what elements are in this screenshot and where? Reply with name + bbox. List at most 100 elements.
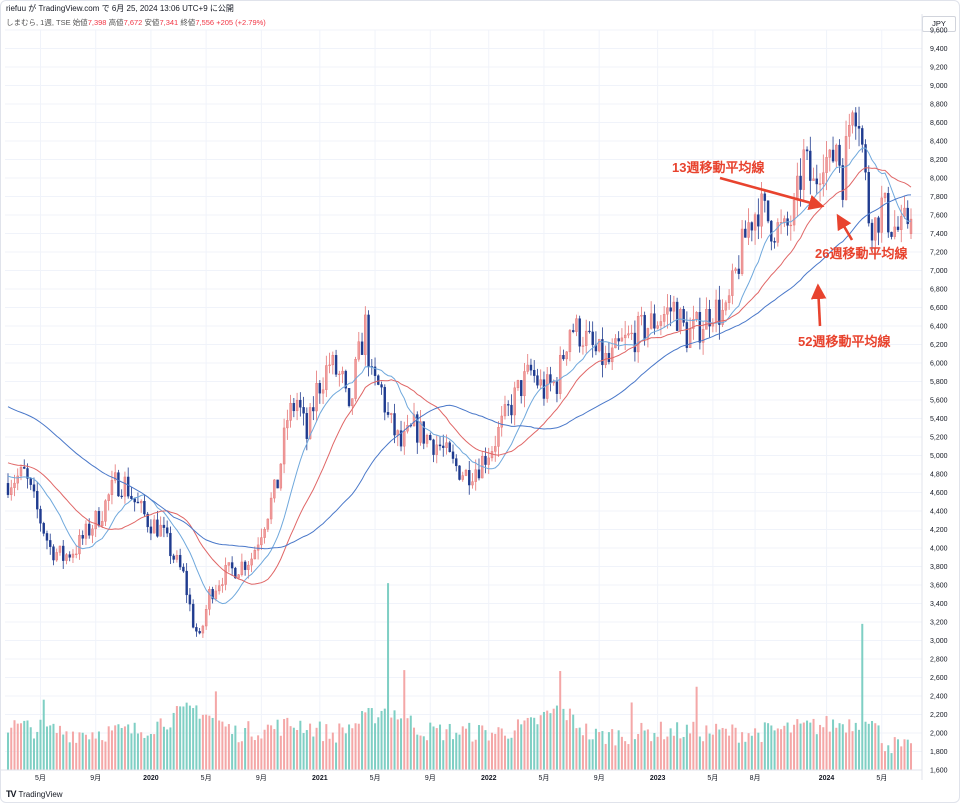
candle-body xyxy=(227,562,231,566)
candle-body xyxy=(825,157,828,173)
volume-bar xyxy=(156,721,159,770)
candle-body xyxy=(614,338,617,349)
candle-body xyxy=(893,226,896,237)
volume-bar xyxy=(822,727,825,770)
footer-brand[interactable]: TV TradingView xyxy=(6,789,63,799)
candle-body xyxy=(718,299,721,325)
volume-bar xyxy=(832,719,835,770)
candle-body xyxy=(727,295,731,303)
candle-body xyxy=(81,535,84,539)
volume-bar xyxy=(240,741,243,770)
candle-body xyxy=(520,380,523,397)
volume-bar xyxy=(507,738,510,770)
candle-body xyxy=(906,207,909,225)
volume-bar xyxy=(763,722,766,770)
volume-bar xyxy=(906,739,909,770)
candle-body xyxy=(848,125,851,137)
volume-bar xyxy=(520,724,523,770)
candle-body xyxy=(591,331,594,346)
candle-body xyxy=(399,430,403,447)
candle-body xyxy=(770,220,773,242)
volume-bar xyxy=(692,721,695,770)
volume-bar xyxy=(546,710,549,770)
price-axis[interactable]: 1,600 1,800 2,000 2,200 2,400 2,600 2,800 3,000… xyxy=(921,14,948,780)
candle-body xyxy=(289,403,292,421)
volume-bar xyxy=(458,734,461,770)
candle-body xyxy=(757,214,760,227)
volume-bar xyxy=(643,730,646,770)
candle-body xyxy=(731,270,734,296)
volume-bar xyxy=(292,727,295,770)
candle-body xyxy=(403,430,406,447)
volume-bar xyxy=(390,717,393,770)
candle-body xyxy=(94,511,97,530)
annotation-label-52: 52週移動平均線 xyxy=(798,334,891,349)
volume-bar xyxy=(331,732,334,770)
candle-body xyxy=(286,420,289,429)
candle-body xyxy=(571,330,575,332)
volume-bar xyxy=(568,708,571,770)
candle-body xyxy=(331,355,335,366)
volume-bar xyxy=(140,732,143,770)
candle-body xyxy=(117,472,120,497)
volume-bar xyxy=(107,726,110,770)
candle-body xyxy=(620,337,624,342)
volume-bar xyxy=(835,727,838,770)
volume-bar xyxy=(16,723,19,770)
candle-body xyxy=(32,484,36,492)
volume-bar xyxy=(244,728,247,770)
volume-bar xyxy=(672,735,675,770)
candle-body xyxy=(191,603,195,628)
candle-body xyxy=(217,585,221,592)
volume-bar xyxy=(640,722,643,770)
candle-body xyxy=(97,511,101,527)
volume-bar xyxy=(666,736,669,770)
candle-body xyxy=(6,483,10,495)
volume-bar xyxy=(601,731,604,770)
volume-bar xyxy=(283,719,286,770)
candle-body xyxy=(159,524,162,537)
candle-body xyxy=(464,470,468,476)
candle-body xyxy=(334,355,338,375)
volume-bar xyxy=(224,726,227,770)
volume-bar xyxy=(58,725,61,770)
price-tick-label: 3,200 xyxy=(930,620,948,627)
symbol-info[interactable]: しまむら, 1週, TSE xyxy=(6,18,71,27)
candle-body xyxy=(19,466,23,477)
price-tick-label: 2,200 xyxy=(930,712,948,719)
candle-body xyxy=(705,309,708,330)
candle-body xyxy=(185,570,188,596)
candle-body xyxy=(55,552,58,561)
volume-bar xyxy=(409,715,412,770)
volume-bar xyxy=(289,726,292,770)
candle-body xyxy=(880,197,883,233)
volume-bar xyxy=(36,731,39,770)
candle-body xyxy=(302,407,305,414)
annotation-arrow-13 xyxy=(719,176,825,211)
candle-body xyxy=(432,439,435,455)
time-tick-label: 2020 xyxy=(143,775,159,782)
candle-body xyxy=(877,217,880,233)
candle-body xyxy=(23,466,26,469)
volume-bar xyxy=(793,724,796,770)
candle-body xyxy=(539,379,542,386)
candle-body xyxy=(445,442,448,448)
volume-bar xyxy=(549,713,552,770)
candle-body xyxy=(610,347,614,363)
time-tick-label: 2023 xyxy=(650,775,666,782)
volume-bar xyxy=(646,729,649,770)
time-axis[interactable]: 5月 9月 2020 5月 9月 2021 5月 9月 2022 5月 9月 2023 5月 8月 2024… xyxy=(0,769,922,782)
candle-body xyxy=(182,566,185,572)
volume-bar xyxy=(445,729,448,770)
candle-body xyxy=(419,421,422,443)
volume-bar xyxy=(205,714,208,770)
candle-body xyxy=(636,316,640,353)
volume-bar xyxy=(302,732,305,770)
candle-body xyxy=(484,456,487,465)
volume-bar xyxy=(591,739,594,770)
volume-bar xyxy=(858,729,861,770)
price-tick-label: 5,600 xyxy=(930,398,948,405)
volume-bar xyxy=(789,732,792,770)
volume-bar xyxy=(585,723,588,770)
